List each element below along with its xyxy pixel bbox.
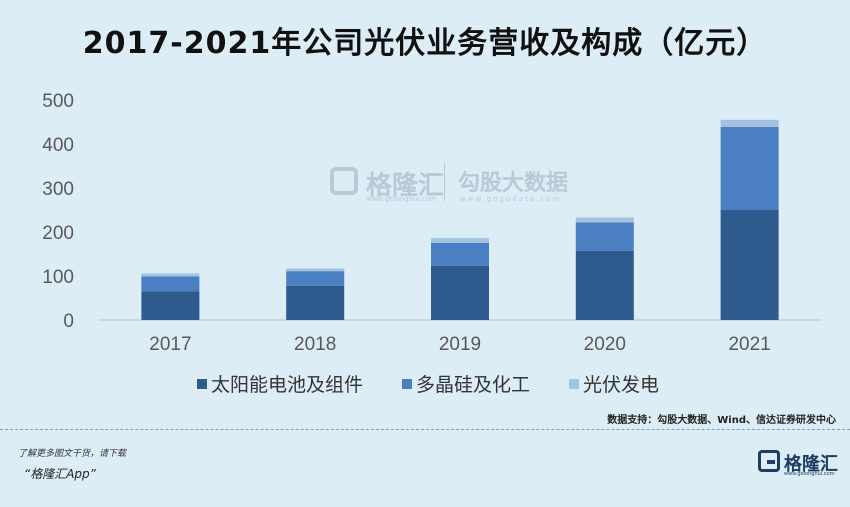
x-tick-label: 2018 [294, 334, 336, 355]
legend-label: 光伏发电 [583, 374, 659, 396]
y-tick-label: 300 [42, 179, 74, 200]
x-tick-label: 2017 [149, 334, 191, 355]
brand-logo: 格隆汇 www.gelonghui.com [758, 448, 842, 477]
bar-segment-1 [141, 291, 200, 320]
watermark-logo-icon [330, 167, 358, 195]
data-source: 数据支持：勾股大数据、Wind、信达证券研发中心 [607, 415, 836, 426]
y-tick-label: 100 [42, 267, 74, 288]
legend-swatch [402, 379, 412, 389]
watermark-separator [444, 163, 445, 201]
x-tick-label: 2019 [439, 334, 481, 355]
watermark-name2: 勾股大数据 [458, 171, 569, 196]
stacked-bar-chart: 0 100 200 300 400 500 2017 2018 2019 2020 2021 太阳能电… [42, 91, 822, 396]
bar-segment-2 [286, 271, 345, 286]
bar-segment-1 [286, 285, 345, 320]
brand-logo-icon [758, 450, 780, 472]
bar-segment-2 [575, 222, 634, 251]
watermark-name: 格隆汇 [366, 171, 445, 201]
footer-divider [0, 429, 850, 430]
bar-segment-3 [720, 119, 779, 127]
legend-label: 太阳能电池及组件 [211, 374, 363, 396]
y-tick-label: 500 [42, 91, 74, 112]
bar-segment-3 [431, 238, 489, 243]
legend-swatch [197, 379, 207, 389]
bar-segment-3 [141, 273, 200, 277]
y-tick-label: 0 [63, 311, 74, 332]
bar-segment-1 [431, 265, 489, 320]
legend-label: 多晶硅及化工 [416, 374, 530, 396]
bar-segment-3 [575, 217, 634, 223]
bar-segment-2 [141, 276, 200, 292]
y-tick-label: 200 [42, 223, 74, 244]
brand-logo-name: 格隆汇 [784, 454, 838, 475]
bar-segment-2 [431, 243, 489, 266]
x-tick-label: 2020 [584, 334, 626, 355]
legend-swatch [569, 379, 579, 389]
bar-segment-1 [720, 210, 779, 320]
x-tick-label: 2021 [728, 334, 770, 355]
y-tick-label: 400 [42, 135, 74, 156]
bar-segment-3 [286, 268, 345, 272]
bar-segment-1 [575, 250, 634, 320]
brand-logo-url: www.gelonghui.com [784, 471, 835, 477]
watermark-url: www.gelonghui.com [366, 195, 437, 203]
download-promo-text: 了解更多图文干货，请下载 [18, 449, 127, 459]
watermark-url2: www.gogudata.com [460, 195, 562, 203]
bar-segment-2 [720, 126, 779, 210]
chart-title: 2017-2021年公司光伏业务营收及构成（亿元） [82, 26, 768, 61]
app-name-text: “格隆汇App” [24, 467, 96, 481]
